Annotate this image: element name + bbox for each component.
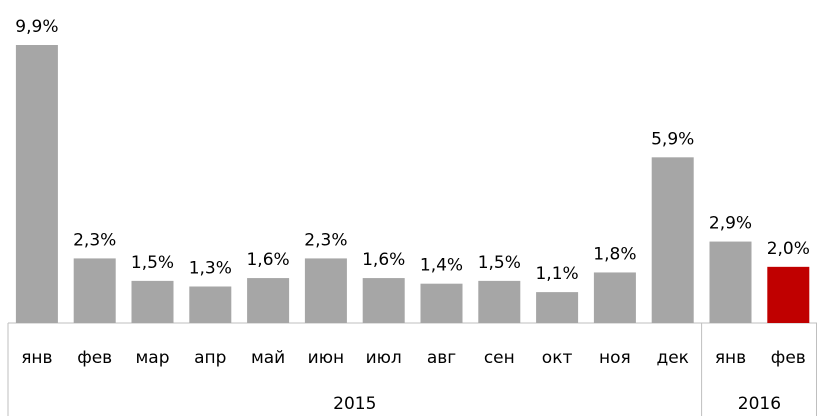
bar <box>247 278 290 323</box>
x-tick-label: май <box>251 348 285 368</box>
bar <box>593 272 636 323</box>
bar <box>131 280 174 323</box>
value-label: 5,9% <box>651 129 694 149</box>
bar <box>651 157 694 323</box>
value-label: 2,3% <box>73 230 116 250</box>
bar <box>536 292 579 323</box>
value-label: 1,5% <box>478 253 521 273</box>
value-label: 9,9% <box>15 17 58 37</box>
x-tick-label: авг <box>427 348 456 368</box>
x-tick-label: фев <box>771 348 806 368</box>
value-label: 2,9% <box>709 214 752 234</box>
x-tick-label: ноя <box>599 348 631 368</box>
x-tick-label: апр <box>194 348 226 368</box>
value-label: 1,6% <box>362 250 405 270</box>
x-tick-label: июн <box>308 348 344 368</box>
x-tick-label: окт <box>542 348 573 368</box>
x-tick-label: дек <box>656 348 688 368</box>
bar <box>15 45 58 323</box>
bar <box>709 241 752 323</box>
value-label: 2,3% <box>304 230 347 250</box>
group-label: 2015 <box>333 394 376 414</box>
bar <box>478 280 521 323</box>
x-tick-label: сен <box>484 348 515 368</box>
value-label: 1,5% <box>131 253 174 273</box>
bar <box>189 286 232 323</box>
x-tick-label: мар <box>135 348 169 368</box>
x-tick-label: июл <box>366 348 402 368</box>
value-label: 1,6% <box>246 250 289 270</box>
value-label: 1,1% <box>535 264 578 284</box>
x-tick-label: фев <box>77 348 112 368</box>
x-tick-label: янв <box>715 348 746 368</box>
bar <box>420 283 463 323</box>
value-label: 1,3% <box>189 258 232 278</box>
group-label: 2016 <box>738 394 781 414</box>
bar <box>767 266 810 323</box>
value-label: 1,4% <box>420 256 463 276</box>
bar <box>73 258 116 323</box>
value-label: 1,8% <box>593 244 636 264</box>
value-label: 2,0% <box>767 239 810 259</box>
x-tick-label: янв <box>21 348 52 368</box>
bar <box>304 258 347 323</box>
bar <box>362 278 405 323</box>
